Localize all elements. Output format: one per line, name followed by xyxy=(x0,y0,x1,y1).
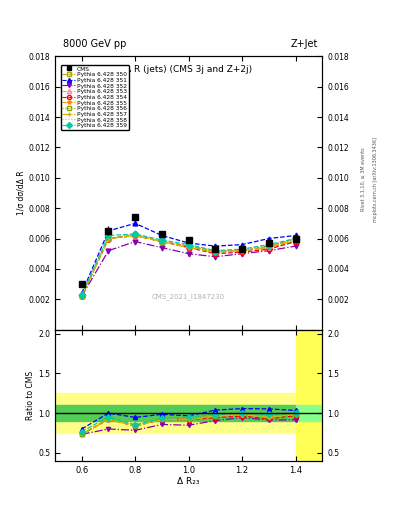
Bar xyxy=(55,393,296,433)
Y-axis label: Ratio to CMS: Ratio to CMS xyxy=(26,371,35,420)
X-axis label: Δ R₂₃: Δ R₂₃ xyxy=(177,477,200,486)
Text: Z+Jet: Z+Jet xyxy=(291,38,318,49)
Text: Δ R (jets) (CMS 3j and Z+2j): Δ R (jets) (CMS 3j and Z+2j) xyxy=(125,65,252,74)
Bar xyxy=(296,330,322,461)
Text: mcplots.cern.ch [arXiv:1306.3436]: mcplots.cern.ch [arXiv:1306.3436] xyxy=(373,137,378,222)
Bar xyxy=(296,405,322,421)
Text: 8000 GeV pp: 8000 GeV pp xyxy=(63,38,126,49)
Text: Rivet 3.1.10, ≥ 3M events: Rivet 3.1.10, ≥ 3M events xyxy=(361,147,366,211)
Y-axis label: 1/σ dσ/dΔ R: 1/σ dσ/dΔ R xyxy=(17,170,26,215)
Text: CMS_2021_I1847230: CMS_2021_I1847230 xyxy=(152,293,225,300)
Legend: CMS, Pythia 6.428 350, Pythia 6.428 351, Pythia 6.428 352, Pythia 6.428 353, Pyt: CMS, Pythia 6.428 350, Pythia 6.428 351,… xyxy=(61,65,129,130)
Bar xyxy=(55,405,296,421)
